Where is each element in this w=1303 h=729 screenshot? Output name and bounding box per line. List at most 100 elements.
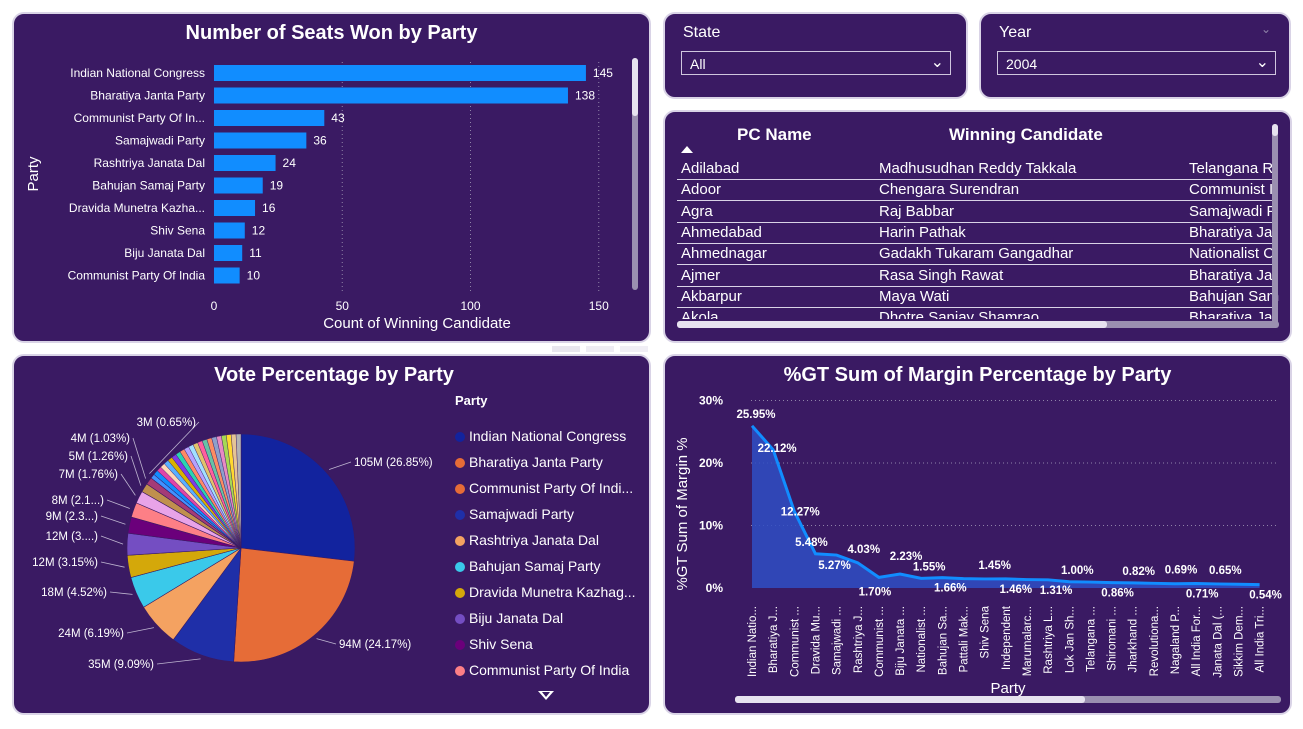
legend-label: Indian National Congress bbox=[469, 428, 627, 444]
area-data-label: 0.65% bbox=[1209, 565, 1242, 577]
legend-item[interactable]: Indian National Congress bbox=[455, 428, 626, 444]
legend-item[interactable]: Shiv Sena bbox=[455, 636, 533, 652]
table-header-pc-name[interactable]: PC Name bbox=[737, 125, 812, 144]
party-cell: Communist I bbox=[1189, 181, 1274, 199]
legend-label: Shiv Sena bbox=[469, 636, 533, 652]
x-category-label: Sikkim Dem... bbox=[1233, 606, 1245, 677]
filter-icon[interactable] bbox=[552, 346, 580, 352]
state-dropdown[interactable]: All ⌄ bbox=[681, 51, 951, 75]
party-cell: Bahujan Sam bbox=[1189, 287, 1280, 305]
legend-item[interactable]: Rashtriya Janata Dal bbox=[455, 532, 599, 548]
legend-item[interactable]: Dravida Munetra Kazhag... bbox=[455, 584, 636, 600]
seats-chart-card: Number of Seats Won by Party Party Count… bbox=[12, 12, 651, 343]
bar-data-label: 10 bbox=[247, 269, 261, 283]
winning-candidate-cell: Gadakh Tukaram Gangadhar bbox=[879, 245, 1074, 263]
legend-item[interactable]: Samajwadi Party bbox=[455, 506, 574, 522]
bar-data-label: 24 bbox=[283, 156, 297, 170]
focus-mode-icon[interactable] bbox=[586, 346, 614, 352]
bar-category-label: Indian National Congress bbox=[70, 66, 205, 80]
bar[interactable] bbox=[214, 245, 243, 261]
state-slicer: State All ⌄ bbox=[663, 12, 968, 99]
bar[interactable] bbox=[214, 155, 276, 171]
area-data-label: 0.86% bbox=[1101, 588, 1134, 600]
bar[interactable] bbox=[214, 87, 568, 104]
table-horizontal-scrollbar-thumb[interactable] bbox=[677, 321, 1107, 328]
bar-data-label: 43 bbox=[331, 111, 345, 125]
pie-leader-line bbox=[100, 535, 124, 545]
clear-selection-chevron-icon[interactable]: ⌄ bbox=[1260, 22, 1271, 36]
legend-item[interactable]: Communist Party Of India bbox=[455, 662, 629, 678]
x-category-label: Biju Janata ... bbox=[895, 606, 907, 676]
table-row[interactable]: Adilabad Madhusudhan Reddy Takkala Telanga… bbox=[677, 158, 1273, 180]
bar-data-label: 138 bbox=[575, 89, 595, 103]
table-vertical-scrollbar[interactable] bbox=[1272, 124, 1278, 327]
legend-color-swatch bbox=[455, 588, 465, 598]
pie-data-label: 105M (26.85%) bbox=[354, 457, 433, 469]
x-category-label: Communist ... bbox=[789, 606, 801, 677]
bar[interactable] bbox=[214, 267, 240, 284]
margin-horizontal-scrollbar-thumb[interactable] bbox=[735, 696, 1085, 703]
legend-item[interactable]: Bahujan Samaj Party bbox=[455, 558, 601, 574]
pie-slice[interactable] bbox=[240, 433, 356, 562]
legend-color-swatch bbox=[455, 666, 465, 676]
more-options-icon[interactable] bbox=[620, 346, 648, 352]
party-cell: Bharatiya Ja bbox=[1189, 223, 1273, 241]
table-row[interactable]: Agra Raj Babbar Samajwadi P bbox=[677, 201, 1277, 223]
seats-bar-chart: Party Count of Winning Candidate 0 50 100 1… bbox=[25, 62, 613, 332]
table-row[interactable]: Ajmer Rasa Singh Rawat Bharatiya Ja bbox=[677, 265, 1272, 287]
bar[interactable] bbox=[214, 200, 256, 216]
x-category-label: All India For... bbox=[1191, 606, 1203, 676]
visual-header-icons[interactable] bbox=[552, 344, 650, 354]
table-row[interactable]: Ahmedabad Harin Pathak Bharatiya Ja bbox=[677, 222, 1272, 244]
pie-leader-line bbox=[120, 473, 136, 496]
legend-item[interactable]: Biju Janata Dal bbox=[455, 610, 563, 626]
x-category-label: Pattali Mak... bbox=[959, 606, 971, 672]
margin-area-card: %GT Sum of Margin Percentage by Party %G… bbox=[663, 354, 1292, 715]
table-row[interactable]: Akola Dhotre Sanjay Shamrao Bharatiya Ja bbox=[677, 307, 1272, 319]
bar[interactable] bbox=[214, 110, 325, 126]
pc-name-cell: Adoor bbox=[681, 181, 722, 199]
year-slicer: Year ⌄ 2004 ⌄ bbox=[979, 12, 1291, 99]
area-data-label: 0.69% bbox=[1165, 565, 1198, 577]
bar-data-label: 19 bbox=[270, 179, 284, 193]
x-category-label: Samajwadi ... bbox=[832, 606, 844, 675]
legend-label: Bharatiya Janta Party bbox=[469, 454, 603, 470]
bar[interactable] bbox=[214, 65, 586, 81]
table-row[interactable]: Akbarpur Maya Wati Bahujan Sam bbox=[677, 286, 1279, 308]
area-line[interactable] bbox=[750, 424, 1260, 587]
bar[interactable] bbox=[214, 222, 245, 239]
pie-leader-line bbox=[109, 591, 133, 595]
pie-slice[interactable] bbox=[233, 547, 355, 663]
x-category-label: Rashtriya J... bbox=[853, 606, 865, 673]
x-category-label: Dravida Mu... bbox=[810, 606, 822, 674]
area-fill bbox=[752, 425, 1260, 588]
seats-scrollbar[interactable] bbox=[632, 58, 638, 290]
pie-leader-line bbox=[100, 515, 126, 525]
pie-data-label: 9M (2.3...) bbox=[46, 511, 99, 523]
sort-ascending-icon[interactable] bbox=[681, 146, 693, 153]
year-dropdown[interactable]: 2004 ⌄ bbox=[997, 51, 1276, 75]
x-category-label: Communist ... bbox=[874, 606, 886, 677]
legend-item[interactable]: Bharatiya Janta Party bbox=[455, 454, 603, 470]
table-row[interactable]: Ahmednagar Gadakh Tukaram Gangadhar Nation… bbox=[677, 243, 1274, 266]
pie-leader-line bbox=[132, 437, 146, 479]
legend-item[interactable]: Communist Party Of Indi... bbox=[455, 480, 633, 496]
x-category-label: Rashtriya L... bbox=[1043, 606, 1055, 674]
pie-data-label: 35M (9.09%) bbox=[88, 659, 154, 671]
table-header-winning-candidate[interactable]: Winning Candidate bbox=[949, 125, 1103, 144]
x-category-label: Janata Dal (... bbox=[1212, 606, 1224, 678]
table-vertical-scrollbar-thumb[interactable] bbox=[1272, 124, 1278, 136]
pie-slice-minor[interactable] bbox=[235, 433, 242, 549]
legend-color-swatch bbox=[455, 640, 465, 650]
margin-chart-title: %GT Sum of Margin Percentage by Party bbox=[783, 364, 1172, 386]
legend-color-swatch bbox=[455, 562, 465, 572]
table-row[interactable]: Adoor Chengara Surendran Communist I bbox=[677, 179, 1274, 202]
bar[interactable] bbox=[214, 177, 263, 194]
legend-color-swatch bbox=[455, 510, 465, 520]
table-body: Adilabad Madhusudhan Reddy Takkala Telanga… bbox=[665, 112, 1290, 319]
winners-table-card: PC Name Winning Candidate Adilabad Madhus… bbox=[663, 110, 1292, 343]
pc-name-cell: Ajmer bbox=[681, 266, 721, 284]
seats-scrollbar-thumb[interactable] bbox=[632, 58, 638, 116]
x-category-label: Nationalist ... bbox=[916, 606, 928, 672]
bar[interactable] bbox=[214, 132, 307, 149]
